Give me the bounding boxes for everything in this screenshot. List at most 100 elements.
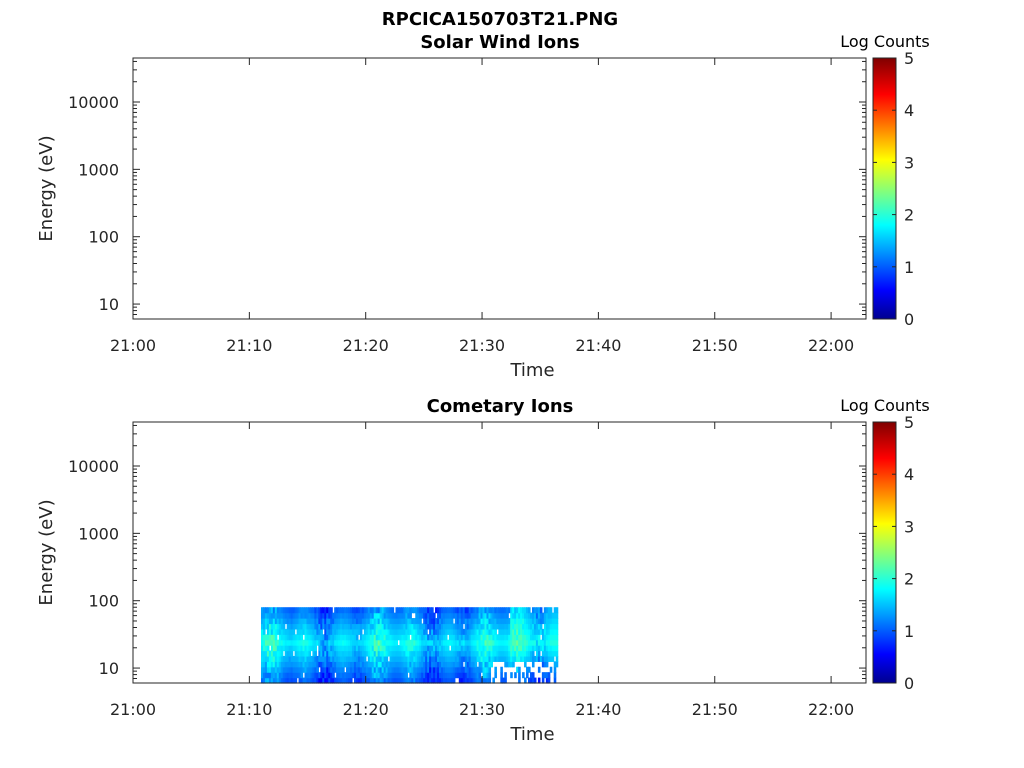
heatmap-cell: [411, 655, 414, 662]
heatmap-cell: [462, 655, 466, 662]
heatmap-cell: [298, 677, 302, 684]
heatmap-cell: [460, 639, 464, 646]
heatmap-cell: [529, 634, 533, 641]
heatmap-cell: [353, 612, 357, 619]
heatmap-cell: [522, 628, 525, 635]
heatmap-cell: [419, 607, 422, 614]
heatmap-cell: [500, 672, 503, 679]
heatmap-cell: [502, 607, 505, 614]
heatmap-cell: [385, 666, 389, 673]
heatmap-cell: [470, 628, 474, 635]
heatmap-cell: [369, 612, 373, 619]
heatmap-cell: [397, 607, 401, 614]
heatmap-cell: [332, 645, 335, 652]
heatmap-cell: [478, 623, 482, 630]
heatmap-cell: [425, 607, 428, 614]
heatmap-cell: [330, 661, 333, 668]
heatmap-cell: [425, 623, 428, 630]
heatmap-cell: [512, 639, 515, 646]
heatmap-cell: [496, 645, 499, 652]
heatmap-cell: [486, 607, 490, 614]
heatmap-cell: [330, 650, 333, 657]
heatmap-cell: [500, 677, 503, 684]
heatmap-cell: [330, 634, 333, 641]
heatmap-cell: [478, 639, 482, 646]
heatmap-cell: [385, 645, 389, 652]
heatmap-cell: [444, 661, 448, 668]
heatmap-cell: [391, 661, 395, 668]
heatmap-cell: [381, 677, 385, 684]
heatmap-cell: [302, 677, 306, 684]
heatmap-cell: [478, 672, 482, 679]
x-tick-label: 21:50: [692, 336, 738, 355]
heatmap-cell: [528, 650, 531, 657]
heatmap-cell: [268, 607, 272, 614]
heatmap-cell: [427, 612, 430, 619]
heatmap-cell: [377, 612, 381, 619]
heatmap-cell: [296, 623, 300, 630]
heatmap-cell: [478, 655, 482, 662]
heatmap-cell: [359, 639, 363, 646]
heatmap-cell: [300, 655, 304, 662]
heatmap-cell: [437, 607, 440, 614]
heatmap-cell: [381, 607, 385, 614]
heatmap-cell: [318, 612, 321, 619]
heatmap-cell: [260, 628, 264, 635]
heatmap-cell: [395, 607, 399, 614]
heatmap-cell: [541, 655, 545, 662]
heatmap-cell: [504, 677, 507, 684]
heatmap-cell: [381, 645, 385, 652]
heatmap-cell: [502, 618, 505, 625]
heatmap-cell: [351, 661, 355, 668]
heatmap-cell: [276, 677, 280, 684]
heatmap-cell: [369, 650, 373, 657]
heatmap-cell: [460, 650, 464, 657]
heatmap-cell: [423, 677, 426, 684]
heatmap-cell: [516, 639, 519, 646]
heatmap-cell: [387, 623, 391, 630]
heatmap-cell: [383, 650, 387, 657]
heatmap-cell: [409, 607, 412, 614]
heatmap-cell: [266, 634, 270, 641]
heatmap-cell: [314, 634, 317, 641]
heatmap-cell: [304, 672, 308, 679]
heatmap-cell: [342, 677, 345, 684]
heatmap-cell: [310, 661, 314, 668]
heatmap-cell: [522, 639, 525, 646]
heatmap-cell: [290, 655, 294, 662]
heatmap-cell: [375, 607, 379, 614]
heatmap-cell: [353, 677, 357, 684]
heatmap-cell: [553, 645, 557, 652]
heatmap-cell: [338, 672, 341, 679]
heatmap-cell: [296, 612, 300, 619]
heatmap-cell: [318, 661, 321, 668]
heatmap-cell: [306, 623, 310, 630]
heatmap-cell: [510, 623, 513, 630]
heatmap-cell: [425, 639, 428, 646]
heatmap-cell: [510, 639, 513, 646]
heatmap-cell: [488, 655, 492, 662]
heatmap-cell: [401, 645, 404, 652]
heatmap-cell: [531, 672, 535, 679]
heatmap-cell: [379, 618, 383, 625]
heatmap-cell: [353, 655, 357, 662]
heatmap-cell: [411, 677, 414, 684]
heatmap-cell: [528, 623, 531, 630]
heatmap-cell: [502, 650, 505, 657]
heatmap-cell: [494, 666, 497, 673]
heatmap-cell: [326, 672, 329, 679]
heatmap-cell: [476, 628, 480, 635]
heatmap-cell: [484, 661, 488, 668]
heatmap-cell: [405, 666, 408, 673]
heatmap-cell: [516, 645, 519, 652]
heatmap-cell: [304, 634, 308, 641]
heatmap-cell: [407, 666, 410, 673]
heatmap-cell: [498, 607, 501, 614]
heatmap-cell: [547, 650, 551, 657]
heatmap-cell: [427, 639, 430, 646]
heatmap-cell: [278, 650, 282, 657]
heatmap-cell: [539, 645, 543, 652]
heatmap-cell: [442, 634, 446, 641]
heatmap-cell: [363, 650, 367, 657]
heatmap-cell: [437, 650, 440, 657]
